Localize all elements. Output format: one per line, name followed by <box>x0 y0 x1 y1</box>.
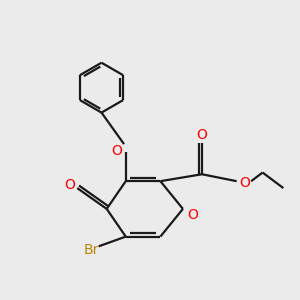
Text: O: O <box>196 128 207 142</box>
Text: O: O <box>187 208 198 222</box>
Text: Br: Br <box>83 244 99 257</box>
Text: O: O <box>64 178 75 192</box>
Text: O: O <box>111 144 122 158</box>
Text: O: O <box>239 176 250 190</box>
